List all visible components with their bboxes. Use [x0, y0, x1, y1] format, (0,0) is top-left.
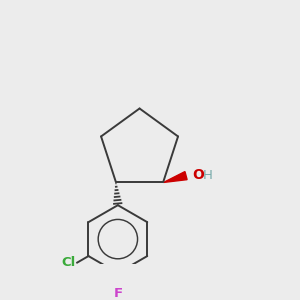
Text: F: F [113, 287, 122, 300]
Polygon shape [164, 172, 187, 182]
Text: H: H [202, 169, 212, 182]
Text: O: O [193, 168, 204, 182]
Text: Cl: Cl [61, 256, 76, 269]
